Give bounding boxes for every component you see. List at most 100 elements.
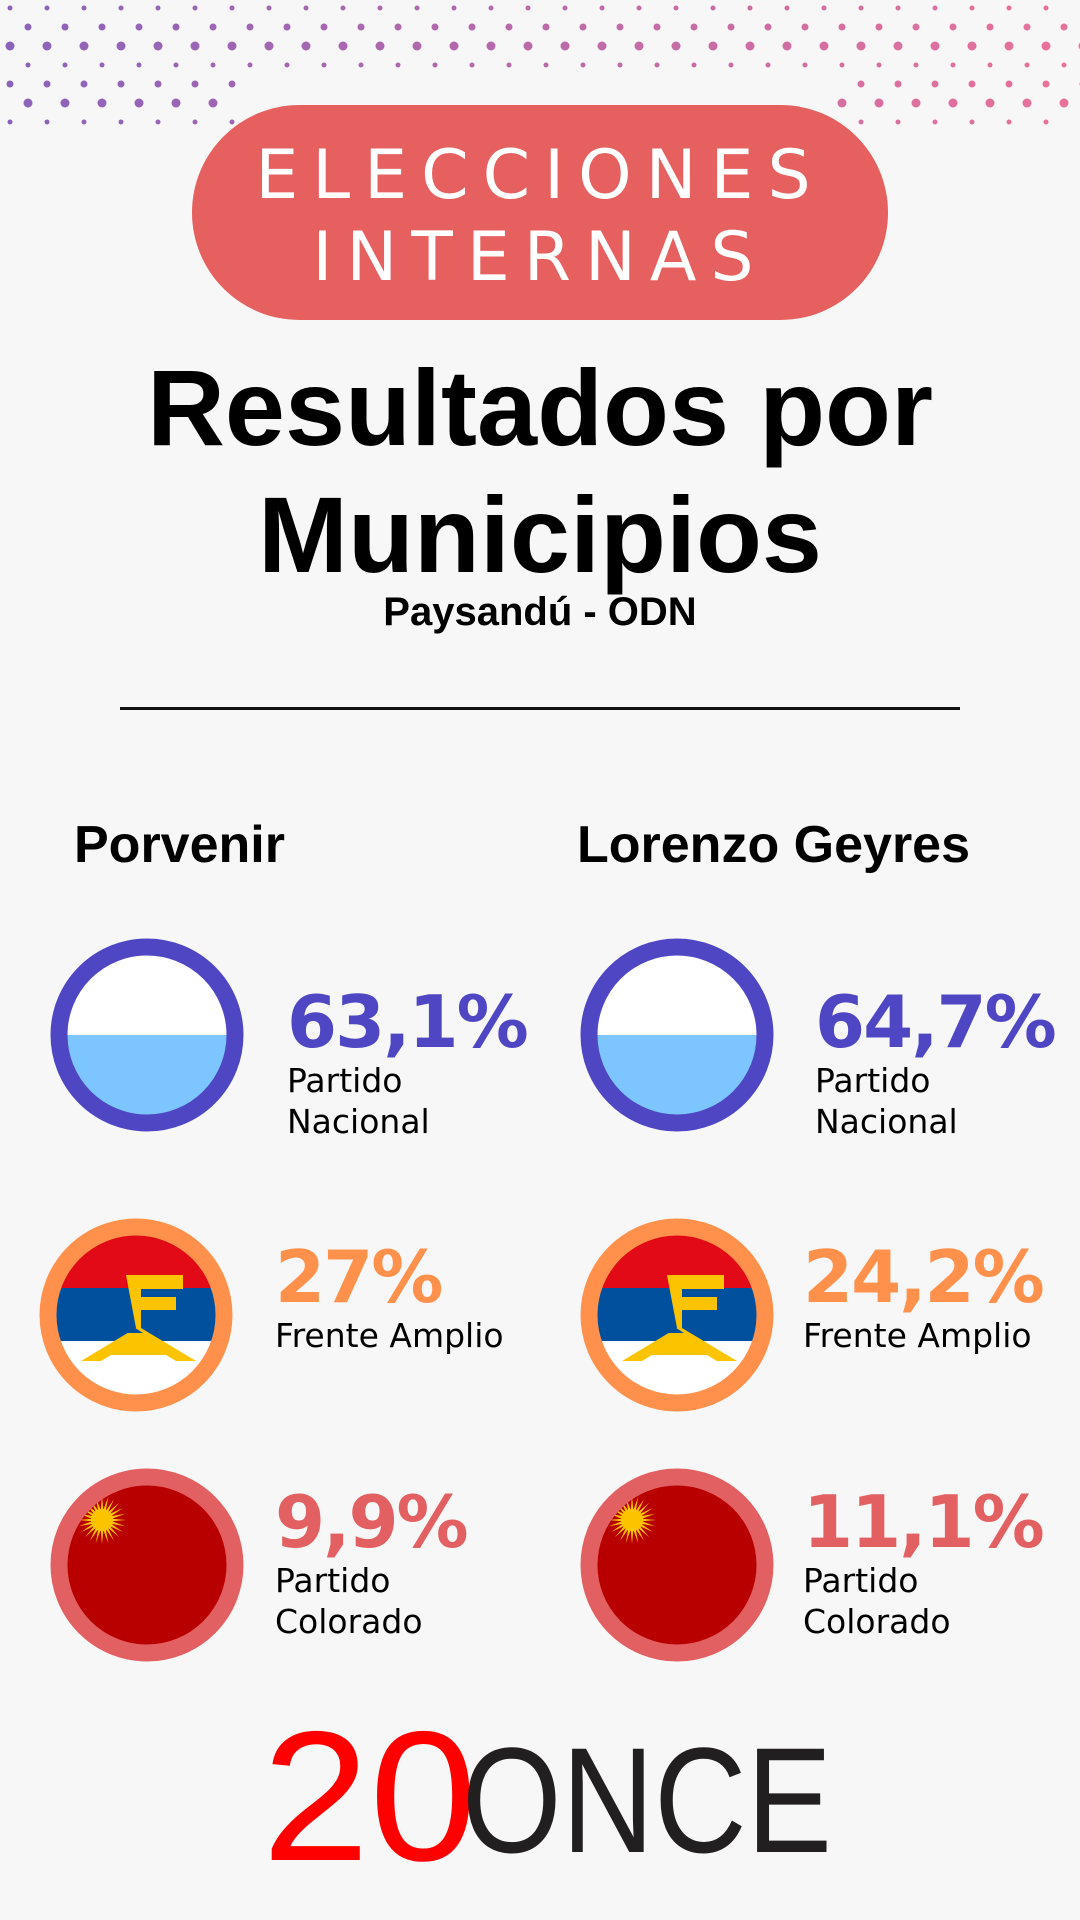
dot: [81, 119, 87, 125]
colorado-label: Partido Colorado: [803, 1560, 951, 1642]
dot: [728, 62, 734, 68]
municipio-lorenzo-geyres-title: Lorenzo Geyres: [577, 816, 971, 874]
dot: [784, 5, 790, 11]
dot: [875, 23, 883, 31]
dot: [43, 80, 51, 88]
dot: [580, 62, 586, 68]
election-badge: ELECCIONES INTERNAS: [192, 105, 888, 320]
dot: [505, 23, 513, 31]
dot: [654, 62, 660, 68]
dot: [710, 5, 716, 11]
dot: [395, 62, 401, 68]
dot: [1043, 119, 1049, 125]
logo-black: ONCE: [462, 1730, 832, 1870]
dot: [727, 23, 735, 31]
dot: [192, 119, 198, 125]
dot: [24, 23, 32, 31]
dot: [155, 119, 161, 125]
dot: [25, 62, 31, 68]
nacional-percentage: 63,1%: [287, 980, 529, 1064]
dot: [1005, 80, 1013, 88]
dot: [690, 23, 698, 31]
dot: [837, 98, 847, 108]
dot: [192, 5, 198, 11]
dot: [210, 62, 216, 68]
dot: [930, 41, 940, 51]
dot: [229, 5, 235, 11]
dot: [986, 23, 994, 31]
dot: [985, 98, 995, 108]
dot: [6, 80, 14, 88]
dot: [246, 23, 254, 31]
dot: [283, 23, 291, 31]
dot: [597, 41, 607, 51]
dot: [136, 62, 142, 68]
dot: [821, 5, 827, 11]
dot: [412, 41, 422, 51]
party-name-line2: Nacional: [815, 1102, 958, 1141]
dot: [560, 41, 570, 51]
dot: [932, 5, 938, 11]
dot: [968, 80, 976, 88]
dot: [301, 41, 311, 51]
dot: [173, 62, 179, 68]
dot: [228, 80, 236, 88]
divider: [120, 707, 960, 710]
dot: [469, 62, 475, 68]
dot: [801, 23, 809, 31]
dot: [911, 98, 921, 108]
colorado-percentage: 9,9%: [275, 1480, 469, 1564]
dot: [673, 5, 679, 11]
dot: [153, 41, 163, 51]
dot: [653, 23, 661, 31]
dot: [79, 41, 89, 51]
badge-line1: ELECCIONES: [255, 136, 825, 215]
dot: [1059, 98, 1069, 108]
dot: [543, 62, 549, 68]
party-name-line2: Nacional: [287, 1102, 430, 1141]
dot: [950, 62, 956, 68]
dot: [525, 5, 531, 11]
dot: [358, 62, 364, 68]
dot: [7, 5, 13, 11]
dot: [987, 62, 993, 68]
badge-line2: INTERNAS: [312, 218, 768, 297]
page-title-line2: Municipios: [258, 474, 822, 595]
colorado-logo-icon: [50, 1468, 244, 1662]
dot: [62, 62, 68, 68]
frente-logo-icon: [580, 1218, 774, 1412]
dot: [931, 80, 939, 88]
dot: [118, 5, 124, 11]
party-name-line1: Partido: [275, 1561, 391, 1600]
dot: [747, 5, 753, 11]
dot: [61, 23, 69, 31]
dot: [468, 23, 476, 31]
dot: [320, 23, 328, 31]
dot: [321, 62, 327, 68]
page-subtitle: Paysandú - ODN: [383, 590, 697, 634]
dot: [1042, 80, 1050, 88]
dot: [229, 119, 235, 125]
dot: [117, 80, 125, 88]
dot: [116, 41, 126, 51]
dot: [432, 62, 438, 68]
dot: [895, 119, 901, 125]
dot: [191, 80, 199, 88]
frente-percentage: 27%: [275, 1235, 443, 1319]
dot: [969, 5, 975, 11]
dot: [171, 98, 181, 108]
dot: [858, 5, 864, 11]
logo-red: 20: [262, 1730, 477, 1870]
dot: [913, 62, 919, 68]
page-title-line1: Resultados por: [146, 347, 934, 468]
dot: [856, 41, 866, 51]
dot: [599, 5, 605, 11]
dot: [1043, 5, 1049, 11]
dot: [895, 5, 901, 11]
dot: [375, 41, 385, 51]
dot: [5, 41, 15, 51]
party-name-line1: Frente Amplio: [275, 1316, 504, 1355]
dot: [857, 80, 865, 88]
dot: [765, 62, 771, 68]
frente-label: Frente Amplio: [275, 1315, 504, 1356]
